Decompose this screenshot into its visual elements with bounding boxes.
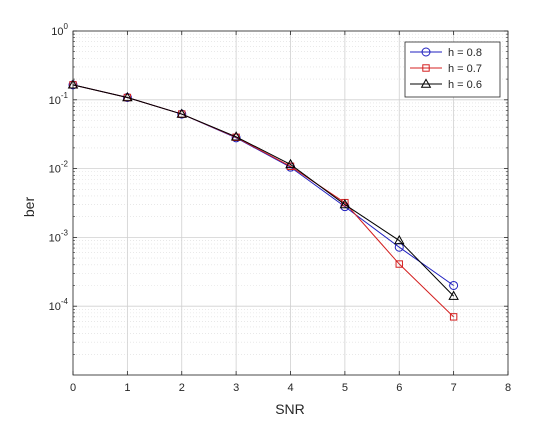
triangle-marker [420,78,432,88]
x-tick-label: 4 [287,382,293,394]
triangle-marker [122,91,133,102]
x-tick-label: 5 [342,382,348,394]
square-marker [422,64,430,72]
y-tick-label: 10-1 [49,91,69,107]
series [67,79,459,321]
y-tick-label: 10-2 [49,160,69,176]
legend-entry: h = 0.6 [410,78,482,91]
triangle-marker [448,290,459,300]
triangle-marker [339,198,351,209]
x-tick-label: 0 [70,382,76,394]
y-tick-label: 100 [51,22,68,38]
legend-label: h = 0.6 [448,79,482,91]
legend-entry: h = 0.8 [410,47,482,59]
axes: 0 1 2 3 4 5 6 7 8 10-4 10-3 10-2 10-1 100 [49,22,511,394]
x-tick-label: 2 [179,382,185,394]
y-tick-label: 10-3 [49,228,69,244]
triangle-marker [393,234,405,245]
triangle-marker [285,158,296,169]
legend-label: h = 0.7 [448,63,482,75]
x-axis-label: SNR [275,401,305,417]
y-tick-label: 10-4 [49,297,69,313]
circle-marker [449,280,459,290]
x-tick-label: 8 [505,382,511,394]
triangle-marker [176,108,188,118]
x-tick-label: 7 [451,382,457,394]
square-marker [449,313,458,321]
legend-label: h = 0.8 [448,47,482,59]
legend-box [404,41,501,98]
series-3 [67,79,459,300]
triangle-marker [67,79,79,89]
x-tick-label: 6 [396,382,402,394]
circle-marker [421,47,431,57]
circle-marker [394,242,404,252]
triangle-marker [230,131,242,141]
series-line [72,84,454,297]
legend-entry: h = 0.7 [410,63,482,75]
x-tick-label: 3 [233,382,239,394]
square-marker [395,260,403,268]
legend: h = 0.8 h = 0.7 h = 0.6 [404,41,501,98]
y-axis-label: ber [21,197,37,218]
x-tick-label: 1 [124,382,130,394]
